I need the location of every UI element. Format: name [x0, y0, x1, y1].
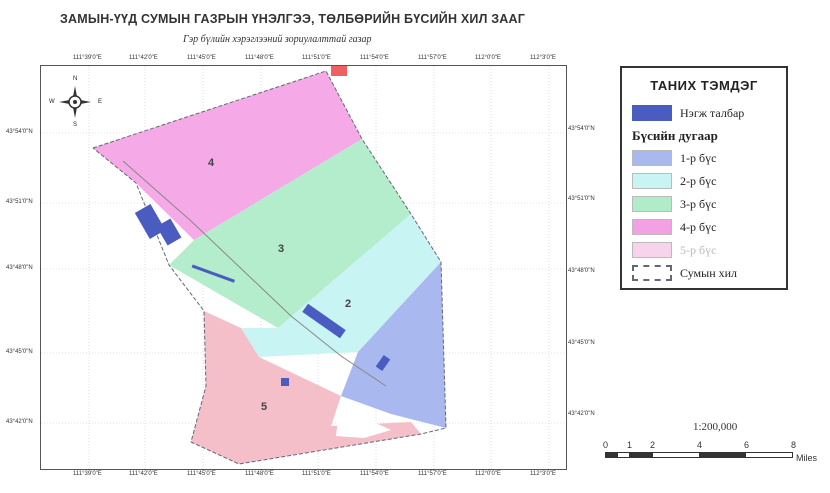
zone-4: [93, 71, 362, 240]
bottom-tick: 112°0'0"E: [475, 471, 501, 477]
scalebar-label: 2: [650, 440, 656, 450]
legend-section: Бүсийн дугаар: [632, 128, 718, 143]
compass-s: S: [73, 122, 78, 128]
left-tick: 43°45'0"N: [6, 349, 33, 355]
legend-swatch: [632, 150, 672, 166]
compass-e: E: [98, 99, 103, 105]
scalebar-label: 0: [603, 440, 609, 450]
right-tick: 43°42'0"N: [568, 411, 595, 417]
right-tick: 43°48'0"N: [568, 268, 595, 274]
right-tick: 43°54'0"N: [568, 126, 595, 132]
right-tick: 43°45'0"N: [568, 340, 595, 346]
road: [122, 160, 387, 387]
scalebar-label: 6: [744, 440, 750, 450]
left-tick: 43°51'0"N: [6, 199, 33, 205]
compass-n: N: [73, 76, 78, 82]
bottom-tick: 111°51'0"E: [302, 471, 331, 477]
top-tick: 111°39'0"E: [73, 55, 102, 61]
map-title: ЗАМЫН-ҮҮД СУМЫН ГАЗРЫН ҮНЭЛГЭЭ, ТӨЛБӨРИЙ…: [60, 12, 525, 26]
zone-label-5: 5: [261, 401, 267, 413]
map-frame: 4 3 2 5 N S W E: [40, 65, 567, 470]
legend-label: 2-р бүс: [680, 173, 717, 188]
legend-swatch: [632, 196, 672, 212]
legend-boundary: Сумын хил: [632, 264, 737, 282]
legend-label: 4-р бүс: [680, 219, 717, 234]
legend-label: Нэгж талбар: [680, 105, 745, 120]
landmark-marker: [331, 66, 347, 76]
bottom-tick: 111°48'0"E: [245, 471, 274, 477]
legend: ТАНИХ ТЭМДЭГ Нэгж талбар Бүсийн дугаар 1…: [620, 66, 788, 290]
scale-ratio: 1:200,000: [693, 421, 738, 433]
legend-swatch: [632, 219, 672, 235]
legend-label: 5-р бүс: [680, 242, 717, 257]
legend-item: 5-р бүс: [632, 241, 716, 259]
bottom-tick: 111°45'0"E: [187, 471, 216, 477]
parcels: [134, 204, 391, 386]
left-tick: 43°54'0"N: [6, 129, 33, 135]
soum-boundary: [92, 70, 447, 465]
scalebar-unit: Miles: [796, 453, 818, 463]
top-tick: 111°42'0"E: [129, 55, 158, 61]
top-tick: 111°51'0"E: [302, 55, 331, 61]
legend-label: 3-р бүс: [680, 196, 717, 211]
top-tick: 111°57'0"E: [418, 55, 447, 61]
bottom-tick: 111°54'0"E: [360, 471, 389, 477]
zone-1: [341, 262, 446, 428]
top-tick: 111°48'0"E: [245, 55, 274, 61]
left-tick: 43°42'0"N: [6, 419, 33, 425]
right-tick: 43°51'0"N: [568, 196, 595, 202]
legend-swatch: [632, 173, 672, 189]
scalebar-label: 4: [697, 440, 703, 450]
legend-swatch: [632, 242, 672, 258]
bottom-tick: 111°57'0"E: [418, 471, 447, 477]
north-arrow-icon: N S W E: [49, 76, 102, 128]
bottom-tick: 112°3'0"E: [530, 471, 556, 477]
legend-item: 1-р бүс: [632, 149, 716, 167]
scalebar-label: 8: [791, 440, 797, 450]
legend-label: 1-р бүс: [680, 150, 717, 165]
map-subtitle: Гэр бүлийн хэрэглээний зориулалттай газа…: [183, 34, 372, 45]
zone-2: [241, 214, 441, 357]
top-tick: 111°45'0"E: [187, 55, 216, 61]
legend-swatch: [632, 105, 672, 121]
bottom-tick: 111°42'0"E: [129, 471, 158, 477]
legend-parcel: Нэгж талбар: [632, 104, 744, 122]
legend-swatch: [632, 265, 672, 281]
bottom-tick: 111°39'0"E: [73, 471, 102, 477]
legend-item: 3-р бүс: [632, 195, 716, 213]
zone-label-3: 3: [278, 243, 284, 255]
legend-item: 4-р бүс: [632, 218, 716, 236]
scalebar-label: 1: [627, 440, 633, 450]
legend-title: ТАНИХ ТЭМДЭГ: [650, 78, 758, 93]
compass-w: W: [49, 99, 55, 105]
legend-item: 2-р бүс: [632, 172, 716, 190]
map-canvas: 4 3 2 5: [41, 66, 566, 469]
top-tick: 112°3'0"E: [530, 55, 556, 61]
unzoned-area: [336, 411, 391, 438]
scalebar: [605, 452, 793, 458]
zone-label-2: 2: [345, 298, 351, 310]
top-tick: 111°54'0"E: [360, 55, 389, 61]
top-tick: 112°0'0"E: [475, 55, 501, 61]
left-tick: 43°48'0"N: [6, 265, 33, 271]
zone-label-4: 4: [208, 157, 215, 169]
legend-label: Сумын хил: [680, 265, 738, 280]
